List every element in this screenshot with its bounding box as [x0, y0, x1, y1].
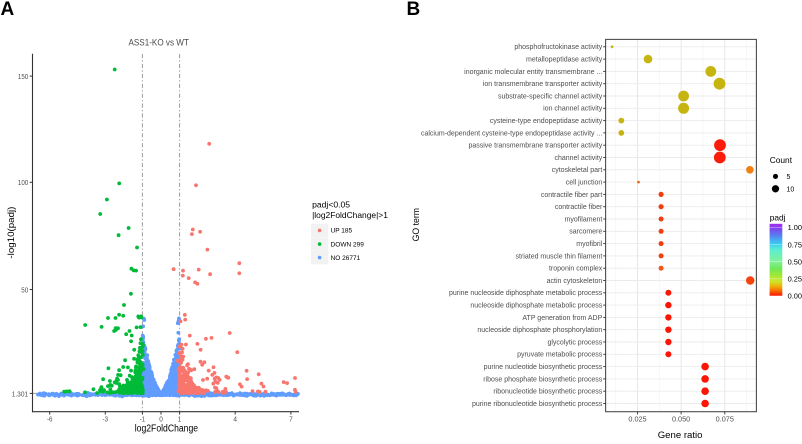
svg-text:padj: padj — [770, 212, 786, 222]
svg-text:troponin complex: troponin complex — [549, 266, 603, 273]
svg-text:nucleoside diphosphate phospho: nucleoside diphosphate phosphorylation — [477, 327, 602, 334]
svg-text:0.00: 0.00 — [788, 292, 802, 301]
svg-text:sarcomere: sarcomere — [569, 229, 602, 236]
svg-text:10: 10 — [787, 186, 795, 193]
svg-text:5: 5 — [787, 174, 791, 181]
svg-text:0.075: 0.075 — [716, 414, 734, 423]
svg-text:7: 7 — [289, 414, 293, 423]
svg-text:Gene ratio: Gene ratio — [658, 430, 703, 439]
svg-text:B: B — [407, 0, 421, 20]
svg-text:nucleoside diphosphate metabol: nucleoside diphosphate metabolic process — [470, 303, 602, 310]
svg-text:4: 4 — [233, 414, 237, 423]
svg-text:log2FoldChange: log2FoldChange — [135, 424, 199, 435]
svg-text:1.301: 1.301 — [12, 389, 29, 398]
svg-text:0.050: 0.050 — [672, 414, 690, 423]
svg-text:DOWN 299: DOWN 299 — [331, 241, 365, 248]
svg-text:calcium-dependent cysteine-typ: calcium-dependent cysteine-type endopept… — [421, 130, 602, 137]
svg-text:1.00: 1.00 — [788, 223, 802, 232]
svg-text:-6: -6 — [47, 414, 52, 423]
svg-text:0.50: 0.50 — [788, 257, 802, 266]
svg-text:cysteine-type endopeptidase ac: cysteine-type endopeptidase activity — [490, 118, 603, 125]
svg-text:passive transmembrane transpor: passive transmembrane transporter activi… — [468, 143, 602, 150]
svg-text:myofibril: myofibril — [576, 241, 603, 248]
svg-text:ribonucleotide biosynthetic pr: ribonucleotide biosynthetic process — [493, 389, 602, 396]
svg-text:-log10(padj): -log10(padj) — [6, 207, 16, 259]
svg-text:substrate-specific channel act: substrate-specific channel activity — [498, 93, 603, 100]
svg-text:0.75: 0.75 — [788, 240, 802, 249]
svg-text:ion channel activity: ion channel activity — [543, 106, 603, 113]
svg-text:0.025: 0.025 — [628, 414, 646, 423]
svg-text:UP 185: UP 185 — [331, 228, 353, 235]
svg-text:150: 150 — [18, 72, 28, 81]
svg-text:A: A — [1, 0, 15, 20]
svg-text:0: 0 — [159, 414, 163, 423]
svg-text:pyruvate metabolic process: pyruvate metabolic process — [517, 352, 603, 359]
svg-text:cytoskeletal part: cytoskeletal part — [552, 167, 603, 174]
svg-text:ASS1-KO vs WT: ASS1-KO vs WT — [128, 38, 189, 49]
svg-text:purine ribonucleotide biosynth: purine ribonucleotide biosynthetic proce… — [472, 401, 603, 408]
svg-text:contractile fiber part: contractile fiber part — [541, 192, 603, 199]
svg-text:ribose phosphate biosynthetic: ribose phosphate biosynthetic process — [483, 376, 603, 383]
svg-text:purine nucleoside diphosphate: purine nucleoside diphosphate metabolic … — [449, 290, 603, 297]
svg-text:striated muscle thin filament: striated muscle thin filament — [516, 253, 603, 260]
svg-text:NO 26771: NO 26771 — [331, 255, 361, 262]
svg-text:myofilament: myofilament — [565, 216, 603, 223]
svg-text:actin cytoskeleton: actin cytoskeleton — [547, 278, 603, 285]
svg-text:glycolytic process: glycolytic process — [547, 339, 602, 346]
svg-text:contractile fiber: contractile fiber — [555, 204, 603, 211]
svg-text:metallopeptidase activity: metallopeptidase activity — [526, 57, 603, 64]
svg-text:cell junction: cell junction — [566, 180, 603, 187]
svg-text:channel activity: channel activity — [554, 155, 602, 162]
svg-text:|log2FoldChange|>1: |log2FoldChange|>1 — [312, 210, 388, 220]
svg-text:ion transmembrane transporter: ion transmembrane transporter activity — [483, 81, 603, 88]
svg-text:-3: -3 — [103, 414, 108, 423]
svg-text:ATP generation from ADP: ATP generation from ADP — [522, 315, 602, 322]
svg-text:inorganic molecular entity tra: inorganic molecular entity transmembrane… — [464, 69, 602, 76]
svg-text:purine nucleotide biosynthetic: purine nucleotide biosynthetic process — [484, 364, 603, 371]
svg-text:phosphofructokinase activity: phosphofructokinase activity — [514, 44, 602, 51]
svg-text:50: 50 — [21, 285, 28, 294]
svg-text:Count: Count — [770, 155, 793, 165]
svg-text:-1: -1 — [140, 414, 145, 423]
svg-text:100: 100 — [18, 178, 28, 187]
svg-text:padj<0.05: padj<0.05 — [312, 200, 350, 210]
svg-text:1: 1 — [178, 414, 182, 423]
svg-text:GO term: GO term — [411, 208, 422, 241]
svg-text:0.25: 0.25 — [788, 275, 802, 284]
